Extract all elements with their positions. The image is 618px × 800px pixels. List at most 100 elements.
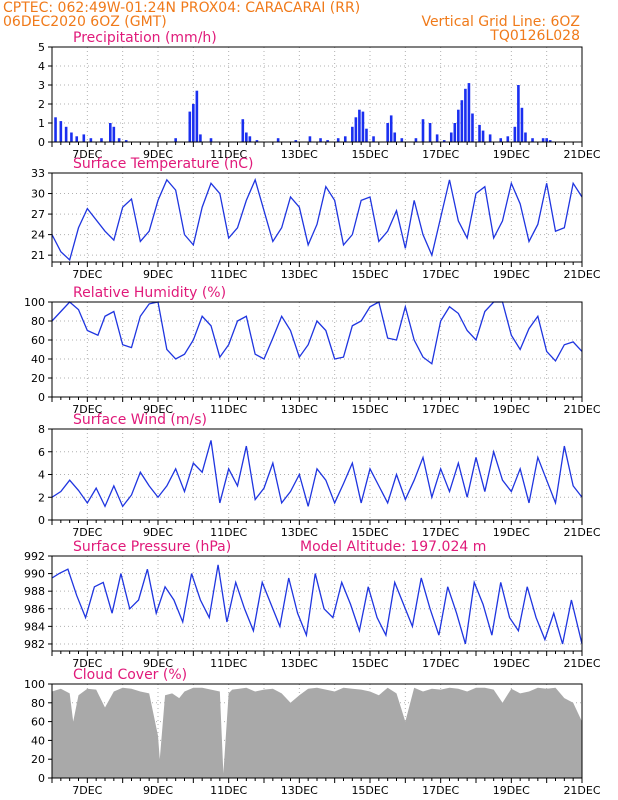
- precip-bar: [513, 126, 517, 142]
- plot-frame: [51, 301, 583, 398]
- x-tick-label: 15DEC: [351, 148, 388, 161]
- precip-bar: [82, 134, 86, 142]
- precip-bar: [112, 126, 116, 142]
- x-tick-label: 11DEC: [210, 526, 247, 539]
- precip-bar: [192, 104, 195, 142]
- y-tick-label: 2: [38, 98, 45, 111]
- x-tick-label: 7DEC: [72, 268, 102, 281]
- precip-bar: [245, 132, 248, 142]
- precip-bar: [414, 138, 418, 142]
- precip-bar: [400, 138, 404, 142]
- precip-bar: [389, 115, 393, 142]
- precip-bar: [70, 132, 73, 142]
- precip-bar: [453, 123, 457, 142]
- precip-bar: [188, 111, 192, 142]
- precip-bar: [520, 107, 524, 142]
- y-tick-label: 33: [31, 167, 45, 180]
- precip-bar: [421, 119, 425, 142]
- x-tick-label: 9DEC: [143, 268, 173, 281]
- precip-bar: [488, 134, 492, 142]
- precip-bar: [59, 121, 63, 142]
- precip-bar: [195, 90, 199, 142]
- precip-bar: [64, 126, 68, 142]
- precip-bar: [481, 130, 485, 142]
- cloud-area: [52, 687, 582, 778]
- header-grid-note: Vertical Grid Line: 6OZ: [421, 14, 580, 30]
- precip-bar: [467, 83, 471, 142]
- y-tick-label: 2: [38, 491, 45, 504]
- x-tick-label: 11DEC: [210, 148, 247, 161]
- x-tick-label: 9DEC: [143, 657, 173, 670]
- header-datetime: 06DEC2020 6OZ (GMT): [3, 14, 167, 30]
- panel-pres: 982 984 986 988 990 992 7DEC 9DEC 11DEC 13DEC 15DE…: [24, 539, 601, 670]
- y-tick-label: 0: [38, 772, 45, 785]
- y-tick-label: 80: [31, 315, 45, 328]
- y-tick-label: 984: [24, 620, 45, 633]
- panel-title: Surface Wind (m/s): [73, 412, 207, 428]
- wind-line: [51, 440, 583, 508]
- x-tick-label: 7DEC: [72, 657, 102, 670]
- x-tick-label: 17DEC: [422, 657, 459, 670]
- y-tick-label: 5: [38, 41, 45, 54]
- precip-bar: [365, 128, 368, 142]
- panel-title: Relative Humidity (%): [73, 285, 226, 301]
- panel-temp: 21 24 27 30 33 7DEC 9DEC 11DEC 13DEC 15DEC 17DEC 19…: [31, 156, 601, 281]
- x-tick-label: 19DEC: [493, 148, 530, 161]
- precip-bar: [294, 140, 298, 142]
- y-tick-label: 30: [31, 188, 45, 201]
- precip-bar: [457, 109, 460, 142]
- precip-bar: [517, 85, 520, 142]
- precip-bar: [358, 109, 361, 142]
- panel-title: Precipitation (mm/h): [73, 30, 217, 46]
- x-tick-label: 15DEC: [351, 268, 388, 281]
- x-tick-label: 11DEC: [210, 657, 247, 670]
- y-tick-label: 100: [24, 678, 45, 691]
- x-tick-label: 13DEC: [281, 526, 318, 539]
- y-tick-label: 80: [31, 697, 45, 710]
- precip-bar: [308, 136, 312, 142]
- y-tick-label: 992: [24, 550, 45, 563]
- x-tick-label: 17DEC: [422, 403, 459, 416]
- precip-bar: [241, 119, 245, 142]
- x-tick-label: 9DEC: [143, 526, 173, 539]
- precip-bar: [117, 138, 121, 142]
- precip-bar: [199, 134, 202, 142]
- precip-bar: [531, 138, 534, 142]
- precip-bar: [372, 136, 375, 142]
- plot-frame: [51, 555, 583, 652]
- plot-frame: [51, 46, 583, 143]
- y-tick-label: 4: [38, 60, 45, 73]
- precip-bar: [393, 132, 397, 142]
- x-tick-label: 9DEC: [143, 148, 173, 161]
- precip-bar: [248, 136, 252, 142]
- x-tick-label: 19DEC: [493, 526, 530, 539]
- precip-bar: [351, 126, 354, 142]
- precip-bar: [100, 138, 103, 142]
- precip-bar: [548, 140, 552, 142]
- precip-bar: [209, 138, 213, 142]
- precip-bar: [428, 123, 432, 142]
- rh-line: [51, 301, 583, 365]
- x-tick-label: 13DEC: [281, 268, 318, 281]
- y-tick-label: 60: [31, 716, 45, 729]
- y-tick-label: 3: [38, 79, 45, 92]
- y-tick-label: 6: [38, 446, 45, 459]
- precip-bar: [89, 138, 93, 142]
- x-tick-label: 15DEC: [351, 526, 388, 539]
- x-tick-label: 11DEC: [210, 268, 247, 281]
- x-tick-label: 17DEC: [422, 268, 459, 281]
- precip-bar: [435, 134, 439, 142]
- x-tick-label: 7DEC: [72, 403, 102, 416]
- y-tick-label: 0: [38, 136, 45, 149]
- precip-bar: [545, 138, 548, 142]
- y-tick-label: 21: [31, 249, 45, 262]
- x-tick-label: 19DEC: [493, 657, 530, 670]
- x-tick-label: 13DEC: [281, 403, 318, 416]
- x-tick-label: 21DEC: [563, 657, 600, 670]
- precip-bar: [276, 138, 280, 142]
- y-tick-label: 0: [38, 391, 45, 404]
- header-code: TQ0126L028: [490, 28, 580, 44]
- panel-cloud: 0 20 40 60 80 100 7DEC 9DEC 11DEC 13DEC 15DEC 17DEC…: [24, 667, 601, 797]
- precip-bar: [464, 88, 467, 142]
- x-tick-label: 13DEC: [281, 148, 318, 161]
